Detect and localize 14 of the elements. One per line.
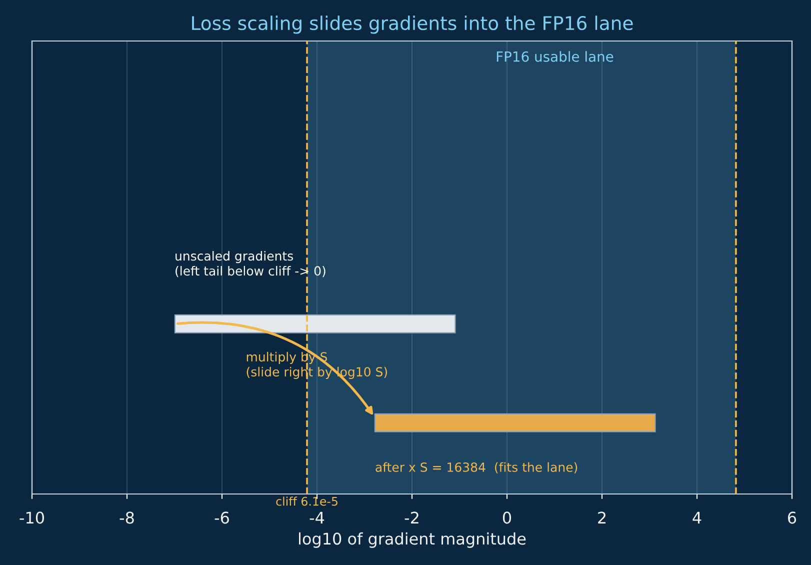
band-label: FP16 usable lane: [496, 51, 614, 62]
ref-line-label: cliff 6.1e-5: [276, 496, 338, 506]
x-tick-label: 0: [502, 512, 512, 524]
x-tick-label: 6: [788, 512, 796, 524]
x-tick-label: 4: [692, 512, 702, 524]
chart-title: Loss scaling slides gradients into the FP16 lane: [192, 16, 633, 34]
annotation: after x S = 16384 (fits the lane): [376, 462, 578, 474]
x-tick-label: 2: [598, 512, 606, 524]
x-tick-label: -2: [404, 512, 418, 524]
x-tick-label: -10: [20, 512, 44, 524]
x-tick-label: -4: [310, 512, 324, 524]
x-tick-label: -6: [214, 512, 229, 524]
x-axis-title: log10 of gradient magnitude: [299, 532, 526, 548]
x-tick-label: -8: [120, 512, 134, 524]
